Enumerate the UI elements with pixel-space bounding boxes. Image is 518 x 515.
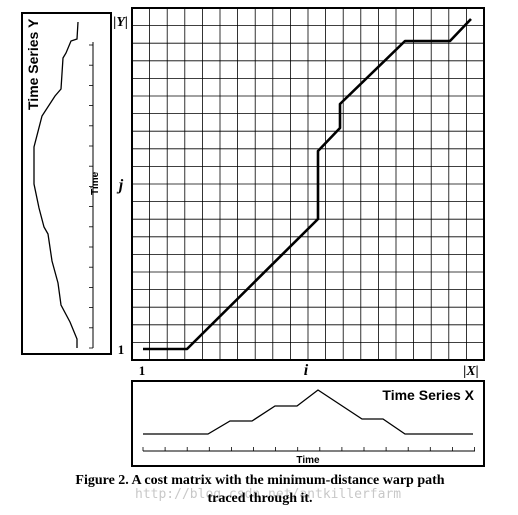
series-y-ticks — [89, 44, 93, 349]
cost-matrix-grid — [131, 7, 485, 361]
series-x-curve — [143, 389, 473, 435]
y-index-label: j — [116, 177, 124, 194]
series-x-ticks — [142, 447, 475, 451]
series-y-curve — [33, 21, 79, 348]
x-max-label: |X| — [463, 364, 479, 379]
y-max-label: |Y| — [113, 15, 128, 30]
series-x-panel: Time Series X Time — [131, 380, 485, 467]
series-x-axis-label: Time — [296, 455, 320, 466]
series-x-title: Time Series X — [382, 387, 474, 403]
cost-matrix: |Y| j 1 1 i |X| — [113, 7, 485, 379]
warp-path — [143, 18, 472, 351]
series-x-frame — [131, 380, 485, 467]
caption-line-2: traced through it. — [207, 491, 312, 506]
series-y-frame — [21, 12, 112, 355]
series-y-axis-label: Time — [90, 171, 101, 195]
x-origin-label: 1 — [139, 363, 146, 378]
watermark: http://blog.csdn.net/antkillerfarm — [135, 487, 401, 502]
series-y-title: Time Series Y — [25, 18, 41, 110]
y-origin-label: 1 — [118, 342, 125, 357]
series-y-panel: Time Series Y Time — [21, 12, 112, 355]
x-index-label: i — [304, 362, 309, 379]
caption-line-1: Figure 2. A cost matrix with the minimum… — [75, 473, 444, 488]
